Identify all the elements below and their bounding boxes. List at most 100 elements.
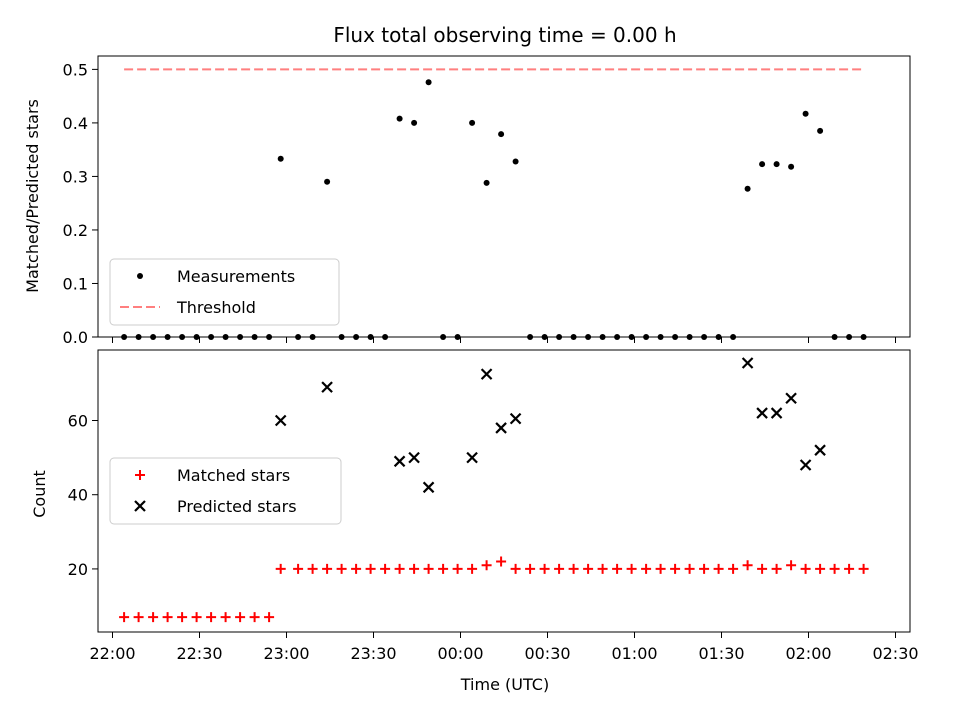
matched-stars-point xyxy=(815,563,826,574)
measurement-point xyxy=(759,161,766,168)
legend-marker xyxy=(135,470,145,480)
measurement-point xyxy=(817,127,824,134)
top-y-axis-label: Matched/Predicted stars xyxy=(23,99,42,293)
legend-label: Threshold xyxy=(176,298,256,317)
matched-stars-point xyxy=(728,563,739,574)
matched-stars-point xyxy=(336,563,347,574)
matched-stars-point xyxy=(597,563,608,574)
predicted-stars-point xyxy=(274,414,287,427)
x-tick-label: 02:30 xyxy=(872,644,918,663)
matched-stars-point xyxy=(800,563,811,574)
matched-stars-point xyxy=(394,563,405,574)
y-tick-label: 0.1 xyxy=(63,274,88,293)
y-tick-label: 0.3 xyxy=(63,167,88,186)
matched-stars-point xyxy=(438,563,449,574)
predicted-stars-point xyxy=(466,451,478,464)
matched-stars-point xyxy=(133,612,144,623)
matched-stars-point xyxy=(206,612,217,623)
matched-stars-point xyxy=(713,563,724,574)
matched-stars-point xyxy=(554,563,565,574)
matched-stars-point xyxy=(699,563,710,574)
x-tick-label: 22:00 xyxy=(89,644,135,663)
matched-stars-point xyxy=(177,612,188,623)
measurement-point xyxy=(425,79,432,86)
matched-stars-point xyxy=(641,563,652,574)
matched-stars-point xyxy=(307,563,318,574)
predicted-stars-point xyxy=(408,451,420,464)
bottom-y-axis-label: Count xyxy=(30,470,49,518)
predicted-stars-point xyxy=(770,407,783,419)
measurement-point xyxy=(802,110,809,117)
matched-stars-point xyxy=(844,563,855,574)
matched-stars-point xyxy=(612,563,623,574)
matched-stars-point xyxy=(423,563,434,574)
matched-stars-point xyxy=(148,612,159,623)
y-tick-label: 0.0 xyxy=(63,328,88,347)
legend-box xyxy=(109,258,340,326)
x-tick-label: 22:30 xyxy=(176,644,222,663)
y-tick-label: 0.5 xyxy=(63,60,88,79)
x-axis-label: Time (UTC) xyxy=(460,675,549,694)
matched-stars-point xyxy=(626,563,637,574)
panel-count: 20 40 60 22:00 22:30 23:00 23:30 00:00 00:30 01:0… xyxy=(68,349,919,663)
legend: Matched stars Predicted stars xyxy=(109,457,342,525)
legend-label: Predicted stars xyxy=(177,497,297,516)
y-tick-label: 0.2 xyxy=(63,221,88,240)
matched-stars-point xyxy=(365,563,376,574)
predicted-stars-point xyxy=(509,412,522,425)
measurement-point xyxy=(396,115,403,122)
predicted-stars-point xyxy=(495,422,507,434)
predicted-stars-point xyxy=(785,392,797,405)
predicted-stars-point xyxy=(480,368,493,380)
measurement-point xyxy=(498,131,505,138)
predicted-stars-point xyxy=(799,459,812,471)
legend-marker xyxy=(134,500,146,512)
matched-stars-point xyxy=(467,563,478,574)
measurement-point xyxy=(277,155,284,162)
matched-stars-point xyxy=(757,563,768,574)
matched-stars-point xyxy=(510,563,521,574)
x-tick-label: 00:30 xyxy=(524,644,570,663)
y-tick-label: 40 xyxy=(68,486,88,505)
x-tick-label: 23:30 xyxy=(350,644,396,663)
measurement-point xyxy=(788,163,795,170)
matched-stars-point xyxy=(655,563,666,574)
x-tick-label: 02:00 xyxy=(785,644,831,663)
matched-stars-point xyxy=(275,563,286,574)
chart-title: Flux total observing time = 0.00 h xyxy=(333,23,676,47)
measurement-point xyxy=(411,119,418,126)
matched-stars-point xyxy=(583,563,594,574)
matched-stars-point xyxy=(409,563,420,574)
measurement-point xyxy=(773,161,780,168)
matched-stars-point xyxy=(264,612,275,623)
measurement-point xyxy=(512,158,519,165)
predicted-stars-point xyxy=(393,455,406,468)
predicted-stars-point xyxy=(422,481,435,494)
matched-stars-point xyxy=(162,612,173,623)
matched-stars-point xyxy=(786,560,797,571)
x-tick-label: 01:00 xyxy=(611,644,657,663)
series-matched-stars xyxy=(119,556,869,623)
matched-stars-point xyxy=(293,563,304,574)
y-tick-label: 20 xyxy=(68,560,88,579)
legend-marker xyxy=(137,273,143,279)
matched-stars-point xyxy=(568,563,579,574)
x-tick-label: 00:00 xyxy=(437,644,483,663)
matched-stars-point xyxy=(858,563,869,574)
x-tick-label: 01:30 xyxy=(698,644,744,663)
predicted-stars-point xyxy=(756,407,768,419)
matched-stars-point xyxy=(249,612,260,623)
matched-stars-point xyxy=(771,563,782,574)
plot-frame xyxy=(97,349,911,633)
series-predicted-stars xyxy=(274,357,826,494)
matched-stars-point xyxy=(191,612,202,623)
measurement-point xyxy=(324,178,331,185)
legend-box xyxy=(109,457,342,525)
matched-stars-point xyxy=(496,556,507,567)
predicted-stars-point xyxy=(321,381,333,393)
panel-ratio: 0.0 0.1 0.2 0.3 0.4 0.5 Measurements Threshold xyxy=(63,55,911,347)
measurement-point xyxy=(469,119,476,126)
matched-stars-point xyxy=(119,612,130,623)
measurement-point xyxy=(483,179,490,186)
